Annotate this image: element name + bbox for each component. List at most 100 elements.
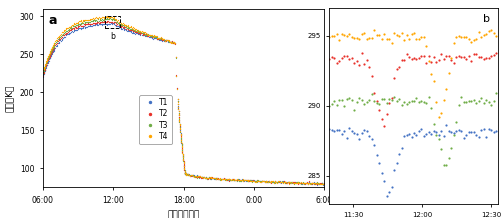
Point bbox=[49, 50, 57, 53]
Point bbox=[187, 173, 195, 177]
Point bbox=[174, 104, 182, 108]
Point bbox=[390, 168, 398, 172]
Point bbox=[247, 178, 255, 182]
Point bbox=[231, 179, 239, 182]
Point bbox=[175, 113, 183, 117]
Point bbox=[350, 61, 358, 65]
Point bbox=[250, 179, 258, 182]
Point bbox=[312, 182, 320, 185]
Point bbox=[69, 24, 77, 28]
Point bbox=[321, 183, 329, 186]
Point bbox=[124, 25, 132, 29]
Y-axis label: 温度（K）: 温度（K） bbox=[5, 84, 14, 112]
Point bbox=[241, 178, 249, 181]
Point bbox=[312, 182, 320, 185]
Point bbox=[178, 149, 186, 152]
Point bbox=[300, 181, 308, 185]
Point bbox=[49, 44, 57, 47]
Point bbox=[176, 120, 184, 123]
Point bbox=[248, 179, 257, 182]
Point bbox=[313, 183, 321, 186]
Point bbox=[216, 177, 224, 181]
Point bbox=[257, 179, 265, 183]
Point bbox=[107, 22, 115, 25]
Point bbox=[248, 179, 257, 182]
Point bbox=[119, 27, 127, 30]
Point bbox=[388, 41, 396, 44]
Point bbox=[208, 177, 216, 180]
Point bbox=[290, 182, 298, 185]
Point bbox=[482, 57, 490, 60]
Point bbox=[43, 61, 51, 64]
Point bbox=[177, 137, 185, 140]
Point bbox=[180, 159, 188, 163]
Point bbox=[308, 182, 316, 185]
Point bbox=[181, 170, 189, 174]
Point bbox=[313, 181, 321, 184]
Point bbox=[395, 34, 403, 38]
Point bbox=[122, 27, 130, 31]
Point bbox=[472, 37, 480, 41]
Point bbox=[57, 35, 65, 39]
Point bbox=[156, 37, 164, 40]
Point bbox=[457, 56, 465, 59]
Point bbox=[321, 182, 329, 186]
Point bbox=[130, 31, 138, 35]
Point bbox=[178, 147, 186, 150]
Point bbox=[45, 56, 53, 59]
Point bbox=[178, 144, 186, 148]
Point bbox=[220, 178, 228, 181]
Point bbox=[447, 130, 455, 134]
Point bbox=[48, 50, 56, 53]
Point bbox=[304, 181, 312, 184]
Point bbox=[124, 29, 132, 33]
Point bbox=[200, 175, 208, 179]
Point bbox=[194, 175, 202, 179]
Point bbox=[204, 176, 212, 179]
Point bbox=[181, 170, 189, 174]
Point bbox=[41, 65, 49, 69]
Point bbox=[129, 31, 137, 34]
Point bbox=[229, 178, 237, 181]
Point bbox=[159, 39, 167, 43]
Point bbox=[236, 178, 244, 182]
Point bbox=[174, 105, 182, 109]
Point bbox=[194, 174, 202, 178]
Point bbox=[170, 41, 178, 44]
Point bbox=[346, 32, 354, 36]
Point bbox=[174, 105, 182, 108]
Point bbox=[174, 99, 182, 102]
Point bbox=[400, 100, 408, 103]
Point bbox=[259, 179, 267, 183]
Point bbox=[55, 40, 63, 44]
Point bbox=[173, 87, 181, 90]
Bar bbox=[105, 15, 120, 29]
Point bbox=[289, 181, 297, 185]
Point bbox=[214, 178, 222, 181]
Point bbox=[140, 32, 148, 36]
Point bbox=[255, 179, 263, 183]
Point bbox=[147, 36, 155, 39]
Point bbox=[101, 20, 109, 24]
Point bbox=[64, 26, 72, 29]
Point bbox=[53, 43, 61, 47]
Point bbox=[353, 59, 361, 62]
Point bbox=[275, 180, 283, 184]
Point bbox=[180, 165, 188, 168]
Point bbox=[284, 180, 292, 184]
Point bbox=[64, 29, 72, 32]
Point bbox=[95, 16, 103, 19]
Point bbox=[182, 172, 190, 175]
Point bbox=[180, 161, 188, 165]
Point bbox=[487, 104, 495, 107]
Point bbox=[67, 24, 75, 28]
Point bbox=[86, 24, 94, 27]
Point bbox=[348, 130, 356, 133]
Point bbox=[87, 17, 95, 21]
Point bbox=[373, 153, 381, 157]
Point bbox=[205, 177, 213, 180]
Point bbox=[110, 15, 118, 18]
Point bbox=[124, 28, 132, 31]
Point bbox=[180, 164, 188, 167]
Point bbox=[194, 174, 202, 178]
